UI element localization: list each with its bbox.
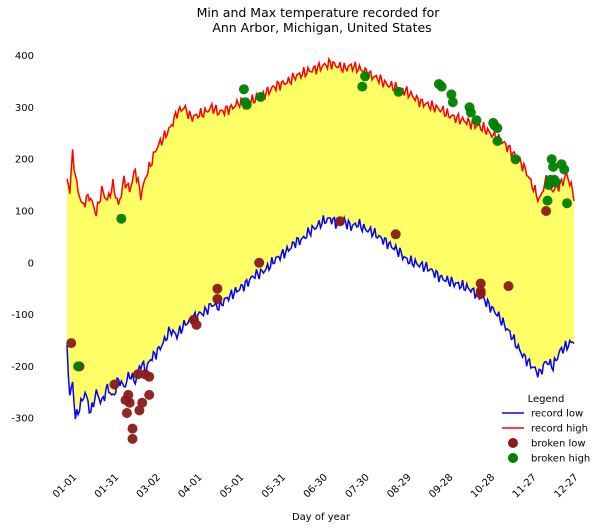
- y-tick-label: -100: [11, 310, 34, 321]
- legend-marker-swatch: [508, 438, 518, 448]
- broken-high-point: [492, 136, 503, 146]
- broken-high-point: [492, 123, 503, 134]
- broken-low-point: [541, 206, 552, 216]
- broken-high-point: [255, 92, 266, 102]
- y-axis-ticks: 400 300 200 100 0 -100 -200 -300: [11, 51, 34, 425]
- broken-low-point: [121, 408, 132, 418]
- broken-high-point: [562, 198, 572, 209]
- y-tick-label: 100: [15, 207, 34, 218]
- broken-low-point: [144, 371, 155, 382]
- broken-low-point: [123, 389, 134, 400]
- y-tick-label: -300: [11, 414, 34, 425]
- broken-low-point: [133, 369, 143, 380]
- broken-high-point: [510, 154, 521, 165]
- broken-high-point: [546, 154, 557, 165]
- chart-title-line-1: Min and Max temperature recorded for: [197, 5, 441, 20]
- broken-low-point: [191, 319, 202, 330]
- chart-title-line-2: Ann Arbor, Michigan, United States: [212, 20, 431, 35]
- broken-low-point: [212, 283, 223, 294]
- broken-high-point: [393, 86, 404, 97]
- broken-high-point: [465, 107, 476, 118]
- broken-high-point: [548, 161, 559, 172]
- range-fill: [67, 59, 574, 419]
- broken-high-point: [436, 81, 447, 92]
- broken-low-point: [503, 281, 514, 292]
- broken-low-point: [137, 397, 148, 408]
- broken-high-point: [471, 115, 482, 126]
- broken-low-point: [134, 405, 145, 416]
- legend-entry-label: record low: [531, 409, 583, 420]
- legend-marker-swatch: [508, 453, 518, 463]
- broken-low-point: [475, 288, 486, 299]
- legend-entry-label: broken high: [531, 454, 590, 465]
- x-tick-label: 12-27: [552, 472, 580, 500]
- broken-low-point: [124, 397, 135, 408]
- legend-title: Legend: [528, 394, 565, 405]
- broken-high-point: [542, 195, 553, 206]
- x-tick-label: 05-31: [260, 472, 288, 500]
- broken-high-point: [360, 71, 371, 82]
- broken-high-point: [357, 81, 368, 92]
- x-tick-label: 04-01: [176, 472, 204, 500]
- record-high-line: [66, 56, 575, 217]
- broken-high-point: [446, 89, 457, 100]
- x-axis-ticks: 01-01 01-31 03-02 04-01 05-01 05-31 06-30 07-30…: [51, 472, 581, 500]
- x-tick-label: 06-30: [302, 472, 330, 500]
- x-tick-label: 03-02: [135, 472, 163, 500]
- x-tick-label: 10-28: [469, 472, 497, 500]
- x-axis-label: Day of year: [292, 512, 351, 523]
- y-tick-label: 0: [28, 258, 34, 269]
- broken-low-point: [127, 423, 138, 434]
- broken-high-point: [559, 164, 570, 175]
- record-low-line: [66, 214, 575, 420]
- x-tick-label: 08-29: [385, 472, 413, 500]
- legend-entry-label: broken low: [531, 439, 586, 450]
- broken-high-point: [550, 177, 561, 188]
- x-tick-label: 11-27: [511, 472, 539, 500]
- broken-high-point: [241, 99, 252, 110]
- plot-area: [66, 56, 575, 444]
- broken-low-point: [109, 379, 120, 390]
- x-tick-label: 01-31: [93, 472, 121, 500]
- x-tick-label: 07-30: [344, 472, 372, 500]
- legend-entry-label: record high: [531, 424, 588, 435]
- y-tick-label: 300: [15, 103, 34, 114]
- broken-low-point: [144, 389, 155, 400]
- y-tick-label: 200: [15, 155, 34, 166]
- x-tick-label: 09-28: [427, 472, 455, 500]
- broken-low-point: [127, 433, 138, 444]
- broken-high-point: [238, 84, 249, 95]
- broken-low-point: [390, 229, 401, 240]
- broken-high-point: [73, 361, 84, 372]
- broken-low-point: [66, 338, 77, 349]
- y-tick-label: -200: [11, 362, 34, 373]
- x-tick-label: 05-01: [218, 472, 246, 500]
- y-tick-label: 400: [15, 51, 34, 62]
- broken-low-point: [475, 278, 486, 289]
- broken-high-point: [116, 213, 127, 224]
- broken-low-point: [212, 294, 223, 304]
- broken-low-point: [254, 257, 265, 268]
- legend: Legend record low record high broken low bro…: [502, 394, 590, 465]
- broken-high-point: [447, 97, 458, 108]
- x-tick-label: 01-01: [51, 472, 79, 500]
- broken-low-point: [335, 216, 345, 227]
